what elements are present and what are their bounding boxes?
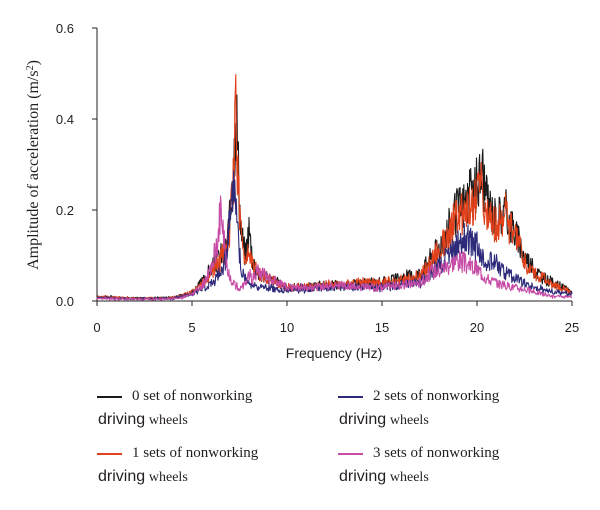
y-axis-title-sup: 2 [25,65,36,70]
series-layer [96,74,573,301]
y-axis-title: Amplitude of acceleration (m/s2) [25,60,43,270]
x-axis-title: Frequency (Hz) [286,345,382,361]
x-tick-label-3: 15 [375,320,389,335]
plot-area: 0 5 10 15 20 25 0.0 0.2 0.4 0.6 [56,21,579,335]
y-tick-label-2: 0.4 [56,112,74,127]
series-line-2 [96,170,573,301]
x-tick-label-2: 10 [280,320,294,335]
y-tick-label-1: 0.2 [56,203,74,218]
x-tick-label-1: 5 [188,320,195,335]
y-tick-label-3: 0.6 [56,21,74,36]
x-tick-label-0: 0 [93,320,100,335]
y-tick-label-0: 0.0 [56,294,74,309]
series-line-1 [96,74,573,300]
x-tick-label-4: 20 [470,320,484,335]
x-tick-label-5: 25 [565,320,579,335]
ticks-layer: 0 5 10 15 20 25 0.0 0.2 0.4 0.6 [56,21,579,335]
y-axis-title-end: ) [25,60,42,65]
y-axis-title-main: Amplitude of acceleration (m/s [25,70,42,269]
series-line-3 [96,195,573,301]
